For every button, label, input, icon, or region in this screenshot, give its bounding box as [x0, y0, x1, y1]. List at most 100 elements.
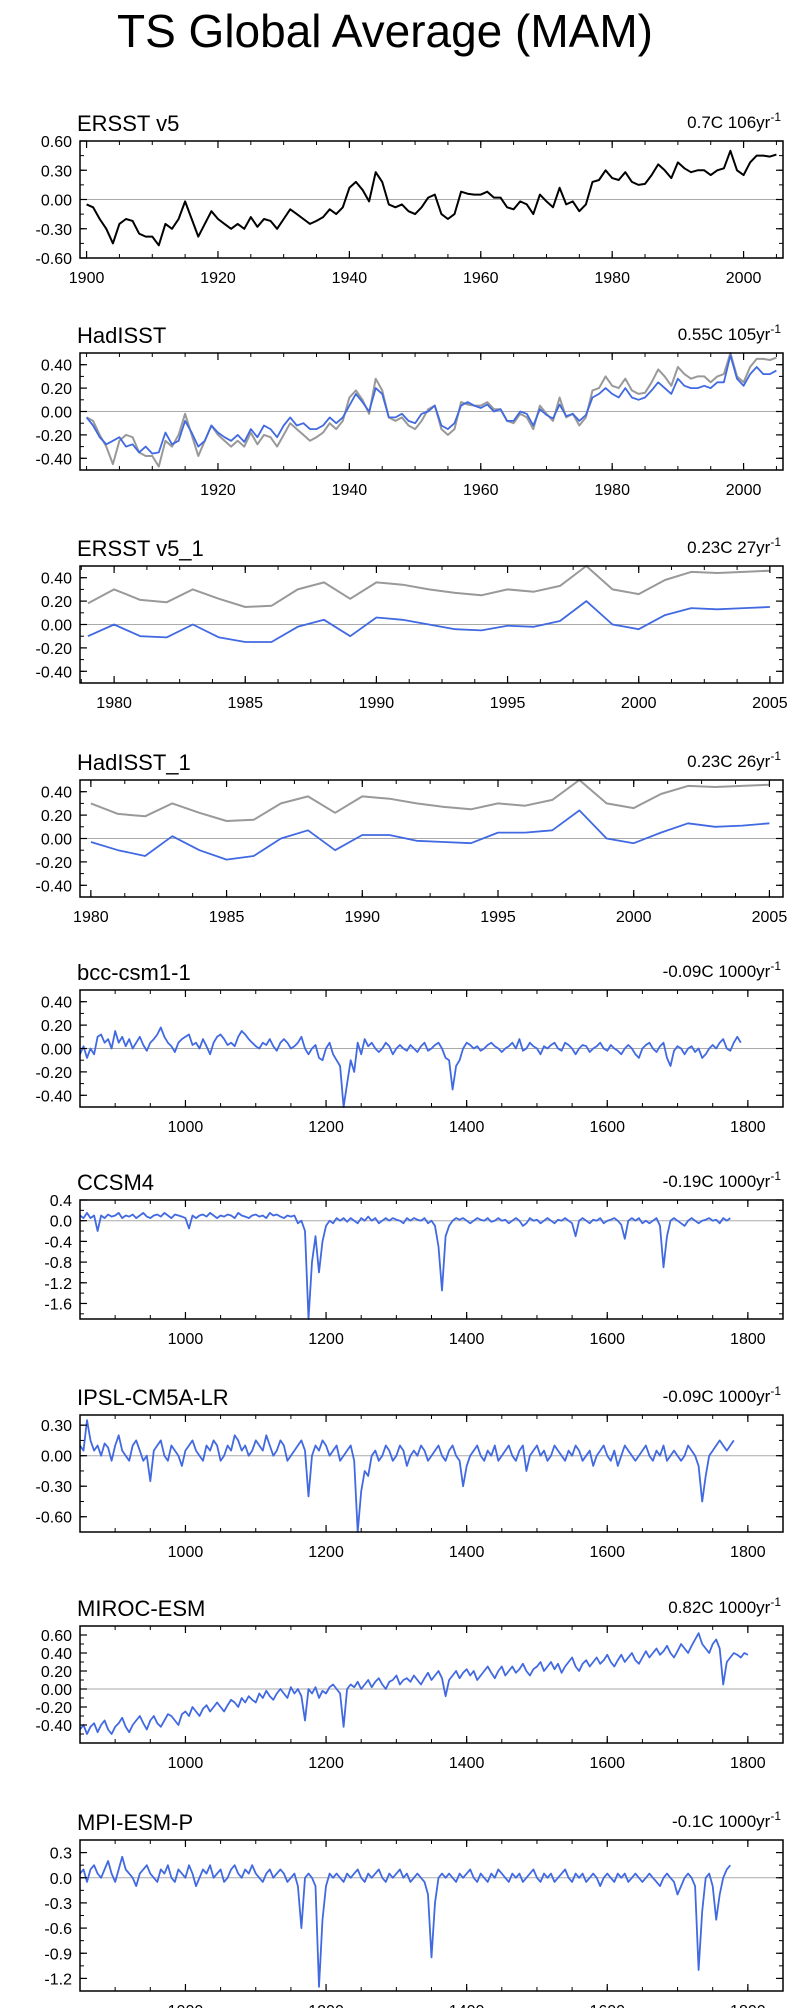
x-tick-label: 1800	[730, 1755, 766, 1772]
chart-title: MIROC-ESM	[77, 1596, 205, 1621]
series-line-ersst-v5-1	[87, 600, 770, 643]
y-tick-label: -0.8	[44, 1255, 72, 1272]
y-tick-label: -0.20	[36, 1065, 73, 1082]
y-tick-label: 0.00	[41, 1042, 72, 1059]
x-tick-label: 1800	[730, 2003, 766, 2008]
y-tick-label: -0.40	[36, 1088, 73, 1105]
x-tick-label: 1000	[168, 1331, 204, 1348]
y-tick-label: 0.00	[41, 618, 72, 635]
x-tick-label: 1400	[449, 1755, 485, 1772]
trend-value: -0.19C 1000yr	[663, 1172, 771, 1191]
x-tick-label: 2000	[726, 482, 762, 499]
y-tick-label: 0.40	[41, 571, 72, 588]
x-tick-label: 1940	[332, 482, 368, 499]
trend-unit-exponent: -1	[770, 749, 781, 763]
x-tick-label: 1200	[308, 1119, 344, 1136]
x-tick-label: 1200	[308, 1544, 344, 1561]
trend-value: -0.09C 1000yr	[663, 1387, 771, 1406]
y-tick-label: -1.2	[44, 1971, 72, 1988]
plot-frame	[79, 1625, 784, 1744]
series-line-ersst-v5	[86, 149, 777, 247]
y-tick-label: 0.0	[50, 1214, 72, 1231]
trend-value: 0.82C 1000yr	[668, 1598, 770, 1617]
trend-value: 0.23C 27yr	[687, 538, 770, 557]
x-tick-label: 1400	[449, 2003, 485, 2008]
x-tick-label: 1000	[168, 1544, 204, 1561]
trend-label: 0.55C 105yr-1	[678, 322, 782, 344]
chart-panel-0: ERSST v5 0.7C 106yr-1 0.60 0.30 0.00 -0.30 -0.…	[36, 110, 784, 287]
trend-unit-exponent: -1	[770, 1384, 781, 1398]
x-tick-label: 2000	[726, 270, 762, 287]
y-tick-label: 0.00	[41, 832, 72, 849]
x-tick-label: 1600	[589, 1755, 625, 1772]
x-tick-label: 1800	[730, 1119, 766, 1136]
x-tick-label: 1990	[359, 695, 395, 712]
y-tick-label: 0.20	[41, 594, 72, 611]
y-tick-label: -1.2	[44, 1276, 72, 1293]
y-tick-label: 0.30	[41, 163, 72, 180]
y-tick-label: 0.60	[41, 1628, 72, 1645]
x-tick-label: 1000	[168, 1755, 204, 1772]
trend-unit-exponent: -1	[770, 535, 781, 549]
x-tick-label: 1600	[589, 1119, 625, 1136]
trend-value: -0.09C 1000yr	[663, 962, 771, 981]
y-tick-label: 0.0	[50, 1871, 72, 1888]
trend-unit-exponent: -1	[770, 322, 781, 336]
y-tick-label: 0.40	[41, 785, 72, 802]
series-line-bcc-csm1-1	[79, 1026, 742, 1108]
chart-title: IPSL-CM5A-LR	[77, 1385, 229, 1410]
chart-title: ERSST v5	[77, 111, 179, 136]
trend-label: 0.23C 27yr-1	[687, 535, 781, 557]
series-line-hadisst	[85, 354, 777, 455]
chart-title: HadISST	[77, 323, 166, 348]
trend-value: 0.55C 105yr	[678, 325, 771, 344]
y-tick-label: 0.00	[41, 1682, 72, 1699]
trend-label: -0.19C 1000yr-1	[663, 1169, 782, 1191]
plot-frame	[79, 1414, 784, 1533]
chart-title: ERSST v5_1	[77, 536, 204, 561]
y-tick-label: 0.40	[41, 995, 72, 1012]
y-tick-label: -0.4	[44, 1234, 72, 1251]
x-tick-label: 1400	[449, 1544, 485, 1561]
y-tick-label: -0.60	[36, 251, 73, 268]
chart-panel-2: ERSST v5_1 0.23C 27yr-1 0.40 0.20 0.00 -0.20 -…	[36, 535, 788, 712]
chart-title: CCSM4	[77, 1170, 154, 1195]
x-tick-label: 1400	[449, 1331, 485, 1348]
y-tick-label: -0.20	[36, 855, 73, 872]
y-tick-label: 0.20	[41, 808, 72, 825]
x-tick-label: 1920	[200, 270, 236, 287]
trend-unit-exponent: -1	[770, 959, 781, 973]
chart-title: HadISST_1	[77, 750, 191, 775]
x-tick-label: 1200	[308, 1331, 344, 1348]
y-tick-label: -0.20	[36, 641, 73, 658]
x-tick-label: 1980	[594, 482, 630, 499]
y-tick-label: 0.40	[41, 358, 72, 375]
x-tick-label: 1600	[589, 1544, 625, 1561]
y-tick-label: 0.20	[41, 381, 72, 398]
chart-panel-4: bcc-csm1-1 -0.09C 1000yr-1 0.40 0.20 0.00 -0.…	[36, 959, 784, 1136]
x-tick-label: 1985	[227, 695, 263, 712]
chart-panel-7: MIROC-ESM 0.82C 1000yr-1 0.600.400.200.00-…	[36, 1595, 784, 1772]
y-tick-label: -0.20	[36, 1700, 73, 1717]
x-tick-label: 1800	[730, 1331, 766, 1348]
x-tick-label: 1900	[69, 270, 105, 287]
x-tick-label: 1200	[308, 2003, 344, 2008]
x-tick-label: 1960	[463, 482, 499, 499]
x-tick-label: 1985	[209, 909, 245, 926]
x-tick-label: 1800	[730, 1544, 766, 1561]
y-tick-label: 0.3	[50, 1846, 72, 1863]
y-tick-label: -0.30	[36, 1479, 73, 1496]
y-tick-label: 0.20	[41, 1664, 72, 1681]
x-tick-label: 1980	[73, 909, 109, 926]
page-title: TS Global Average (MAM)	[116, 5, 653, 57]
y-tick-label: 0.40	[41, 1646, 72, 1663]
x-tick-label: 1995	[480, 909, 516, 926]
trend-value: -0.1C 1000yr	[672, 1812, 771, 1831]
y-tick-label: 0.00	[41, 405, 72, 422]
trend-unit-exponent: -1	[770, 1595, 781, 1609]
chart-panel-1: HadISST 0.55C 105yr-1 0.40 0.20 0.00 -0.20 -0.…	[36, 322, 784, 499]
x-tick-label: 1600	[589, 1331, 625, 1348]
trend-label: -0.09C 1000yr-1	[663, 1384, 782, 1406]
trend-label: 0.7C 106yr-1	[687, 110, 781, 132]
series-line-mpi-esm-p	[79, 1855, 731, 1988]
